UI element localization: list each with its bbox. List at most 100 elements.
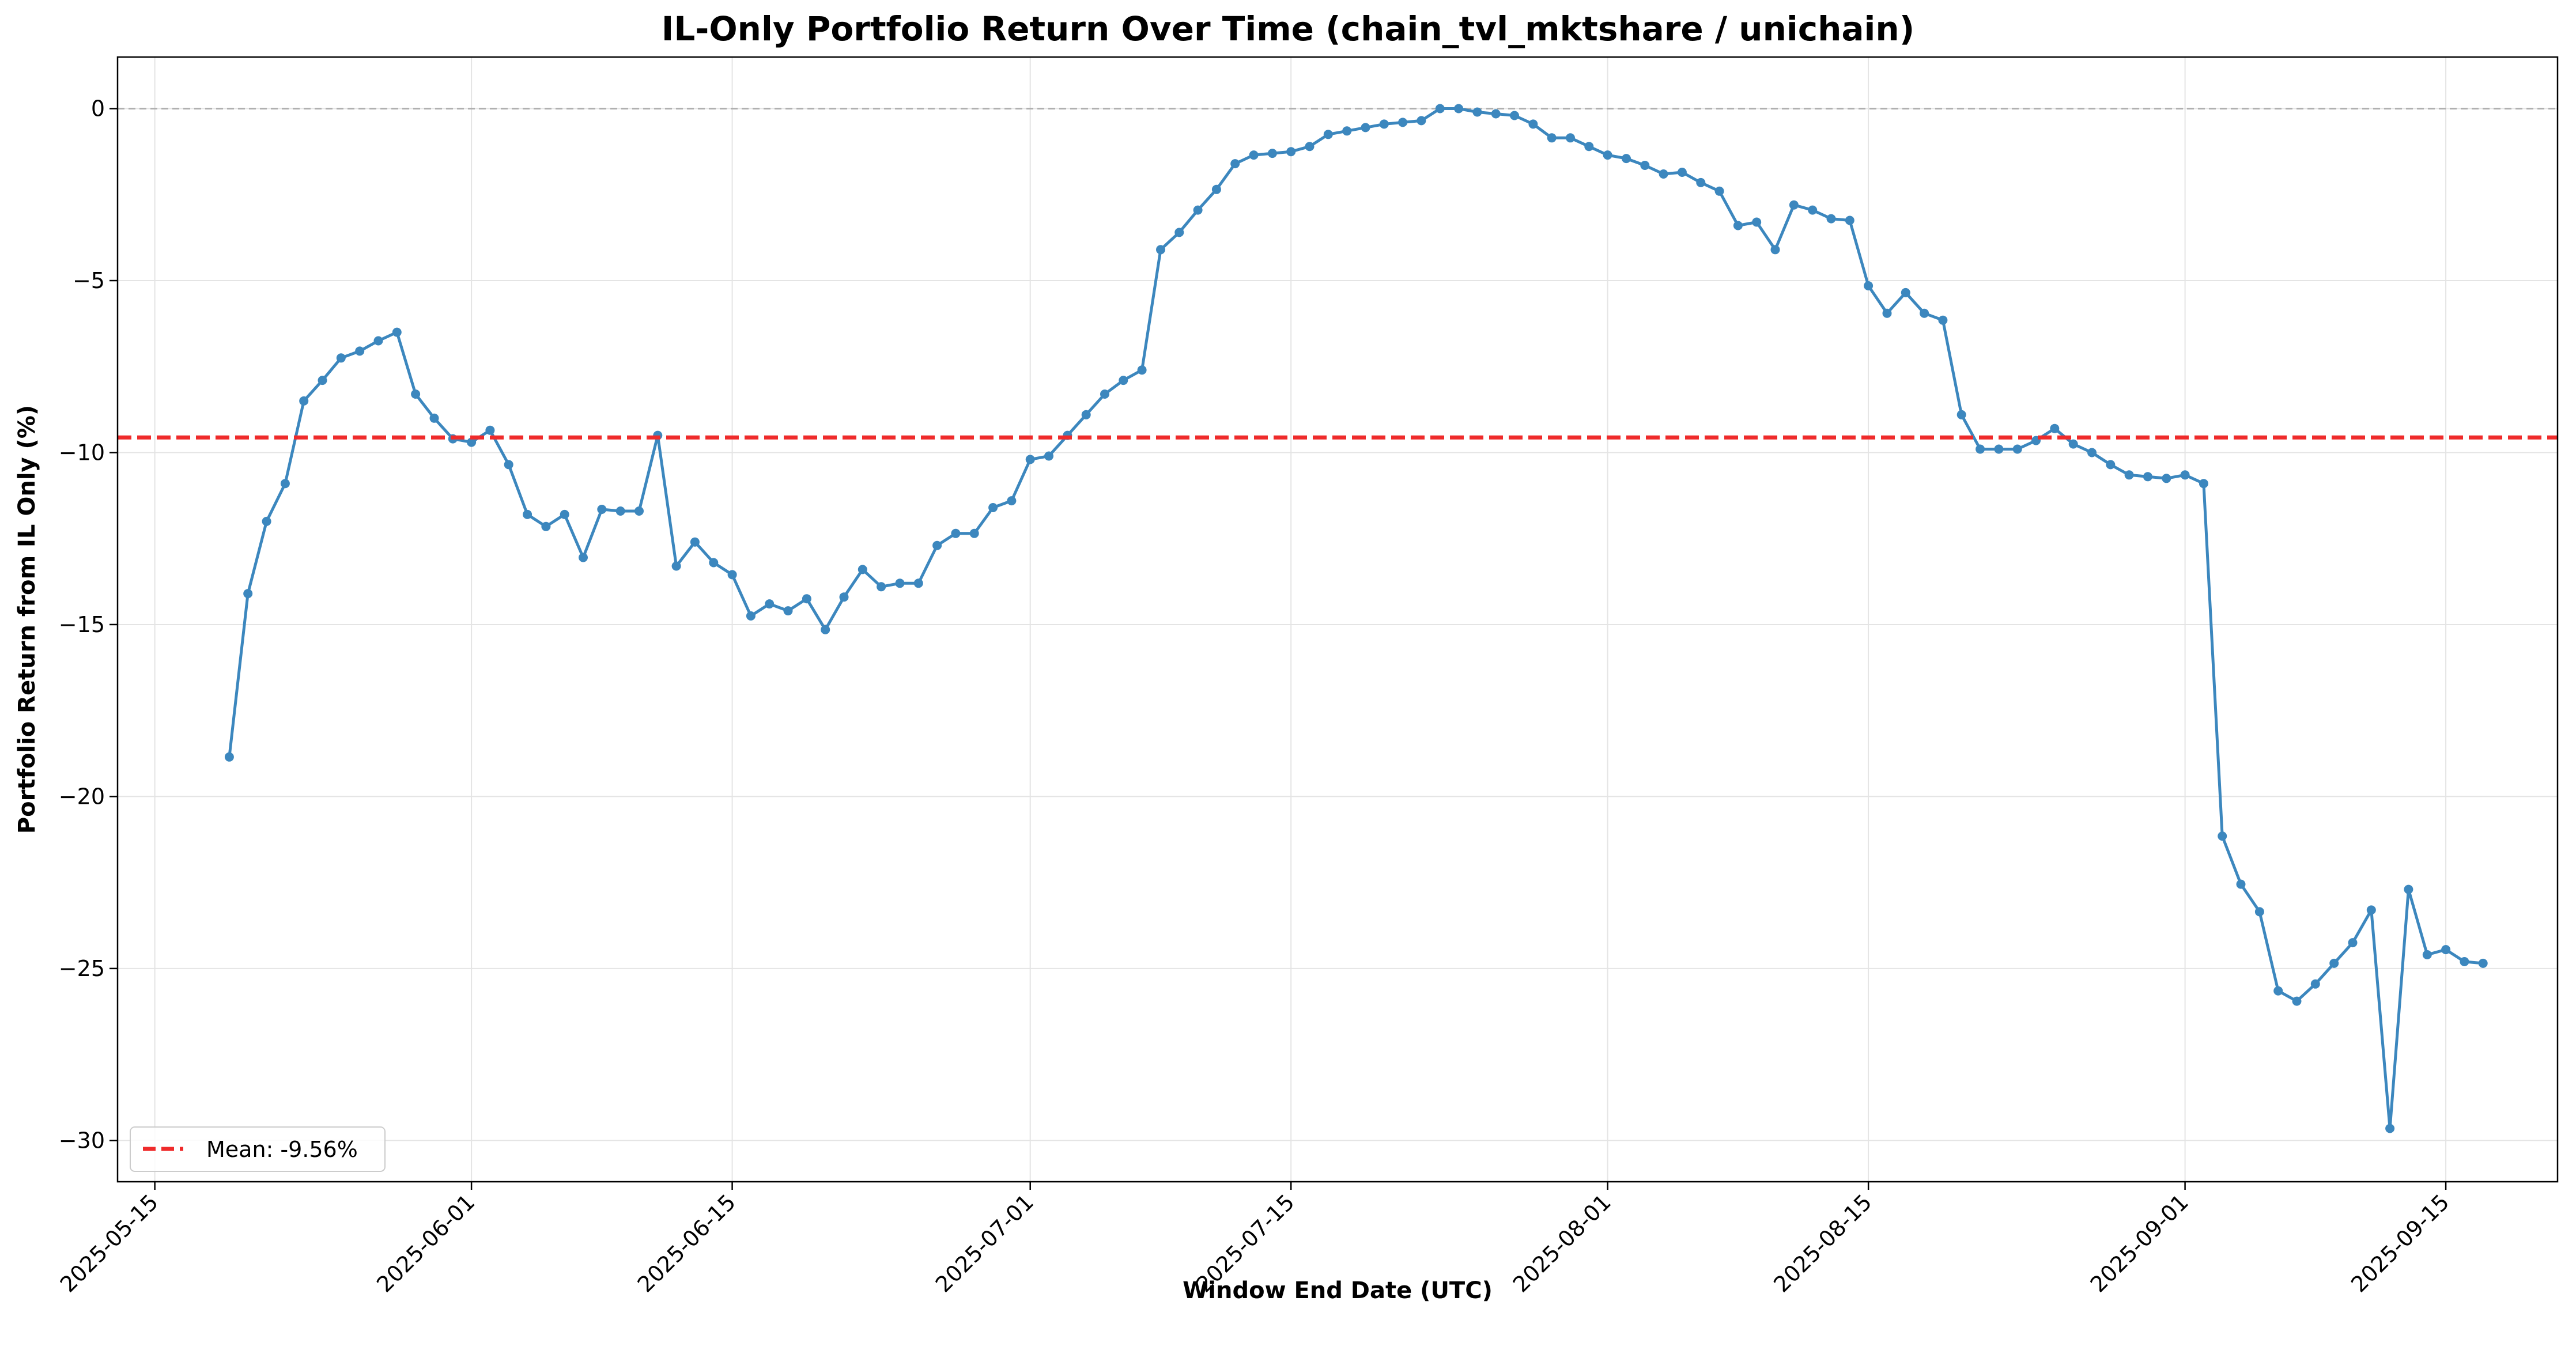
data-point [1044, 451, 1053, 461]
data-point [1622, 154, 1631, 164]
data-point [2124, 470, 2134, 480]
y-tick-label: −10 [59, 440, 105, 465]
data-point [1230, 159, 1240, 169]
data-point [1286, 147, 1296, 157]
data-point [1770, 245, 1780, 255]
data-point [2254, 907, 2264, 917]
data-point [1882, 308, 1892, 318]
data-point [1826, 214, 1836, 224]
data-point [2087, 448, 2097, 457]
data-point [1510, 111, 1519, 120]
y-axis: 0 −5 −10 −15 −20 −25 −30 [59, 96, 118, 1153]
data-point [1491, 109, 1501, 119]
data-point [1994, 444, 2004, 454]
data-point [1454, 104, 1464, 114]
data-point [280, 479, 290, 489]
data-point [1603, 150, 1612, 160]
data-point [1845, 215, 1854, 225]
data-point [1417, 116, 1426, 126]
data-point [1193, 205, 1203, 215]
data-point [2218, 831, 2227, 841]
data-point [932, 540, 942, 550]
data-point [2366, 905, 2376, 915]
data-point [2385, 1124, 2395, 1133]
data-point [1025, 455, 1035, 464]
data-point [895, 578, 905, 588]
y-tick-label: −30 [59, 1128, 105, 1153]
data-point [1137, 365, 1147, 375]
data-point [2012, 444, 2022, 454]
data-point [2422, 950, 2432, 959]
data-point [2310, 979, 2320, 989]
data-point [988, 503, 998, 512]
data-point [1938, 315, 1948, 325]
data-point [1696, 177, 1706, 187]
data-point [1267, 149, 1277, 158]
legend-box [130, 1126, 386, 1172]
data-point [765, 599, 775, 609]
data-point [1249, 150, 1259, 160]
data-point [802, 594, 811, 604]
data-point [1211, 184, 1221, 194]
data-point [1100, 389, 1109, 399]
data-point [1323, 130, 1333, 139]
data-point [821, 625, 830, 634]
data-point [579, 553, 588, 562]
data-point [877, 582, 886, 592]
grid [118, 57, 2558, 1182]
data-point [1305, 142, 1315, 152]
data-point [467, 437, 477, 447]
data-point [1435, 104, 1445, 114]
y-tick-label: −25 [59, 956, 105, 981]
data-point [224, 752, 234, 762]
data-point [951, 528, 961, 538]
data-point [1342, 126, 1352, 136]
legend: Mean: -9.56% [130, 1126, 386, 1172]
data-point [597, 505, 607, 514]
data-point [634, 506, 644, 516]
data-point [727, 570, 737, 580]
data-point [2460, 957, 2469, 966]
y-tick-label: −5 [73, 268, 105, 293]
data-point [1361, 123, 1370, 133]
y-tick-label: 0 [91, 96, 105, 122]
data-point [1119, 376, 1128, 385]
data-point [411, 389, 421, 399]
data-point [1640, 161, 1650, 170]
data-point [560, 509, 569, 519]
data-point [504, 460, 513, 470]
data-point [783, 606, 793, 616]
chart-title: IL-Only Portfolio Return Over Time (chai… [662, 9, 1914, 48]
data-point [671, 561, 681, 571]
data-point [2348, 938, 2358, 948]
data-point [1752, 217, 1762, 227]
data-point [1528, 119, 1538, 129]
data-point [336, 353, 346, 363]
data-point [299, 396, 309, 406]
data-point [2106, 460, 2116, 470]
data-point [1584, 142, 1594, 152]
data-point [2162, 474, 2171, 483]
data-point [615, 506, 625, 516]
data-point [1733, 221, 1743, 230]
data-point [1677, 168, 1687, 177]
data-point [858, 565, 867, 574]
data-point [913, 578, 923, 588]
data-point [1901, 288, 1910, 297]
data-point [373, 336, 383, 346]
data-point [1920, 308, 1929, 318]
data-point [2050, 423, 2060, 433]
data-point [746, 611, 756, 621]
data-point [1566, 133, 1575, 143]
data-point [969, 528, 979, 538]
data-point [2441, 945, 2451, 955]
data-point [1081, 410, 1091, 419]
series-layer [118, 104, 2558, 1133]
data-point [2292, 996, 2302, 1006]
data-point [1956, 410, 1966, 419]
data-point [1659, 169, 1668, 179]
data-point [2478, 958, 2488, 968]
data-point [429, 413, 439, 423]
data-point [1472, 107, 1482, 117]
